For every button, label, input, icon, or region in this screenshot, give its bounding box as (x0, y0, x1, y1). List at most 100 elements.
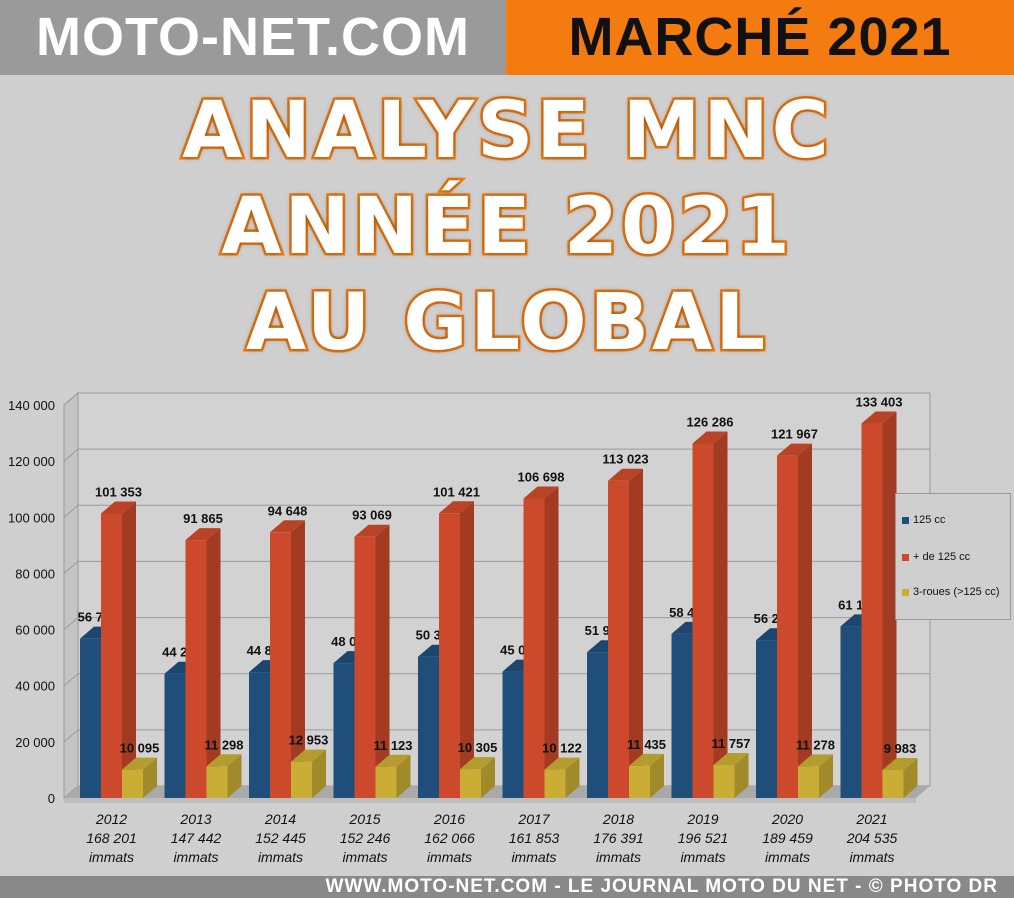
bar-top (523, 486, 559, 499)
x-tick-label: 196 521 (678, 830, 729, 846)
data-label: 113 023 (602, 452, 648, 467)
bar (333, 663, 355, 798)
y-tick-label: 140 000 (8, 398, 55, 413)
x-tick-label: immats (427, 849, 472, 865)
x-tick-label: 2013 (179, 811, 211, 827)
data-label: 10 305 (458, 740, 498, 755)
data-label: 11 757 (711, 736, 750, 751)
bar (798, 766, 819, 798)
x-tick-label: 168 201 (86, 830, 137, 846)
x-tick-label: 162 066 (424, 830, 475, 846)
data-label: 121 967 (771, 427, 818, 442)
bar (164, 673, 186, 798)
x-tick-label: 189 459 (762, 830, 813, 846)
bar (756, 640, 777, 798)
x-tick-label: 2019 (686, 811, 718, 827)
bar (291, 761, 312, 798)
bar (270, 532, 291, 798)
legend-label: 125 cc (913, 514, 946, 526)
data-label: 11 435 (627, 737, 666, 752)
bar-top (185, 528, 221, 541)
site-logo: MOTO-NET.COM (0, 0, 506, 75)
bar-top (101, 501, 136, 514)
bar (249, 672, 270, 798)
bar (354, 536, 376, 798)
bar (375, 766, 397, 798)
bar (122, 769, 143, 798)
y-tick-label: 60 000 (15, 623, 55, 638)
data-label: 101 353 (95, 484, 142, 499)
bar (671, 633, 693, 798)
bar (608, 480, 629, 798)
y-tick-label: 20 000 (15, 735, 55, 750)
bar (502, 671, 524, 798)
bar-top (777, 443, 812, 456)
x-tick-label: immats (173, 849, 218, 865)
x-tick-label: 2016 (433, 811, 465, 827)
bar (861, 423, 883, 798)
legend-swatch (902, 553, 909, 561)
x-tick-label: 2018 (602, 811, 634, 827)
bar (692, 443, 714, 798)
x-tick-label: immats (849, 849, 894, 865)
chart-area: 0 20 000 40 000 60 000 80 000 100 000 120 000 1… (0, 375, 1014, 870)
x-tick-label: 147 442 (171, 830, 222, 846)
bar (439, 513, 460, 798)
y-tick-label: 100 000 (8, 510, 55, 525)
data-label: 11 123 (373, 738, 412, 753)
legend-item: 3-roues (>125 cc) (902, 586, 1000, 598)
bar-top (439, 501, 474, 514)
y-tick-label: 120 000 (8, 454, 55, 469)
x-tick-label: immats (596, 849, 641, 865)
header: MOTO-NET.COM MARCHÉ 2021 (0, 0, 1014, 75)
data-label: 9 983 (884, 741, 917, 756)
data-label: 12 953 (289, 733, 329, 748)
bar-top (270, 520, 305, 533)
x-tick-label: immats (342, 849, 387, 865)
x-tick-label: 161 853 (509, 830, 560, 846)
data-label: 11 298 (204, 737, 243, 752)
bar-top (861, 411, 897, 424)
data-label: 10 095 (120, 741, 160, 756)
bar (840, 626, 862, 798)
gridline-side (63, 504, 79, 518)
bar-top (354, 524, 390, 537)
x-tick-label: immats (258, 849, 303, 865)
bar (185, 540, 207, 798)
bar (629, 765, 650, 798)
bar (882, 769, 904, 798)
bar-top (692, 431, 728, 444)
x-tick-label: immats (89, 849, 134, 865)
data-label: 101 421 (433, 484, 480, 499)
x-tick-label: immats (511, 849, 556, 865)
data-label: 93 069 (352, 508, 392, 523)
data-label: 11 278 (796, 737, 835, 752)
bar-chart: 0 20 000 40 000 60 000 80 000 100 000 120 000 1… (8, 391, 931, 865)
bar (206, 766, 228, 798)
bar (713, 764, 735, 798)
x-tick-label: 2017 (517, 811, 550, 827)
legend-label: + de 125 cc (913, 551, 971, 563)
data-label: 10 122 (542, 741, 582, 756)
gridline-side (63, 392, 79, 406)
legend-item: + de 125 cc (902, 551, 970, 563)
x-tick-label: 2015 (348, 811, 380, 827)
x-tick-label: 204 535 (846, 830, 898, 846)
legend: 125 cc + de 125 cc 3-roues (>125 cc) (895, 493, 1011, 620)
bar (544, 769, 566, 798)
x-tick-label: 2020 (771, 811, 803, 827)
x-tick-label: 2014 (264, 811, 296, 827)
x-tick-label: 2021 (855, 811, 887, 827)
floor-edge (64, 798, 916, 803)
x-tick-label: 152 246 (340, 830, 391, 846)
x-tick-label: 152 445 (255, 830, 306, 846)
y-tick-label: 0 (48, 791, 55, 806)
x-tick-label: 2012 (95, 811, 127, 827)
legend-swatch (902, 588, 909, 596)
overlay-title-line3: AU GLOBAL (243, 276, 769, 371)
data-label: 133 403 (856, 395, 903, 410)
side-wall (63, 391, 79, 800)
x-tick-label: immats (765, 849, 810, 865)
data-label: 126 286 (687, 414, 734, 429)
data-label: 94 648 (268, 503, 308, 518)
